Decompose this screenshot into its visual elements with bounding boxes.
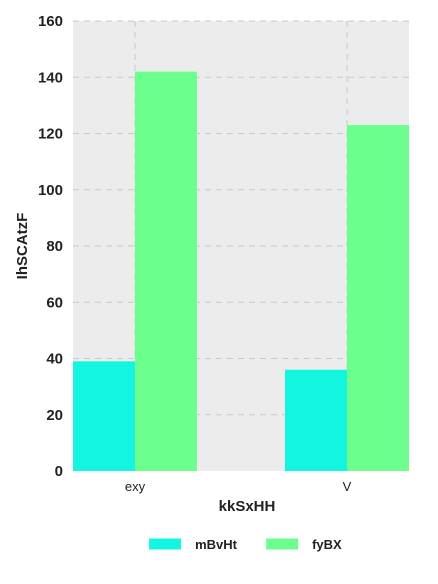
bars: [73, 71, 409, 471]
y-tick-labels: 0 20 40 60 80 100 120 140 160: [38, 13, 63, 480]
legend-label-fyBX: fyBX: [312, 537, 342, 552]
x-tick-labels: exy V: [125, 479, 352, 494]
y-axis-title: IhSCAtzF: [14, 213, 31, 280]
bar-fyBX-V: [347, 125, 409, 471]
x-tick-label: exy: [125, 479, 146, 494]
bar-mBvHt-V: [285, 369, 347, 471]
y-tick-label: 0: [55, 463, 63, 480]
y-tick-label: 40: [46, 351, 63, 368]
x-tick-label: V: [343, 479, 352, 494]
y-tick-label: 160: [38, 13, 63, 30]
legend-swatch-mBvHt: [149, 538, 182, 550]
legend: mBvHt fyBX: [149, 537, 342, 552]
bar-mBvHt-exy: [73, 361, 135, 471]
y-tick-label: 140: [38, 69, 63, 86]
y-tick-label: 80: [46, 238, 63, 255]
legend-label-mBvHt: mBvHt: [195, 537, 238, 552]
y-tick-label: 20: [46, 407, 63, 424]
x-axis-title: kkSxHH: [219, 498, 276, 515]
y-tick-label: 100: [38, 182, 63, 199]
legend-swatch-fyBX: [266, 538, 299, 550]
y-tick-label: 120: [38, 126, 63, 143]
bar-fyBX-exy: [135, 71, 197, 471]
y-tick-label: 60: [46, 294, 63, 311]
